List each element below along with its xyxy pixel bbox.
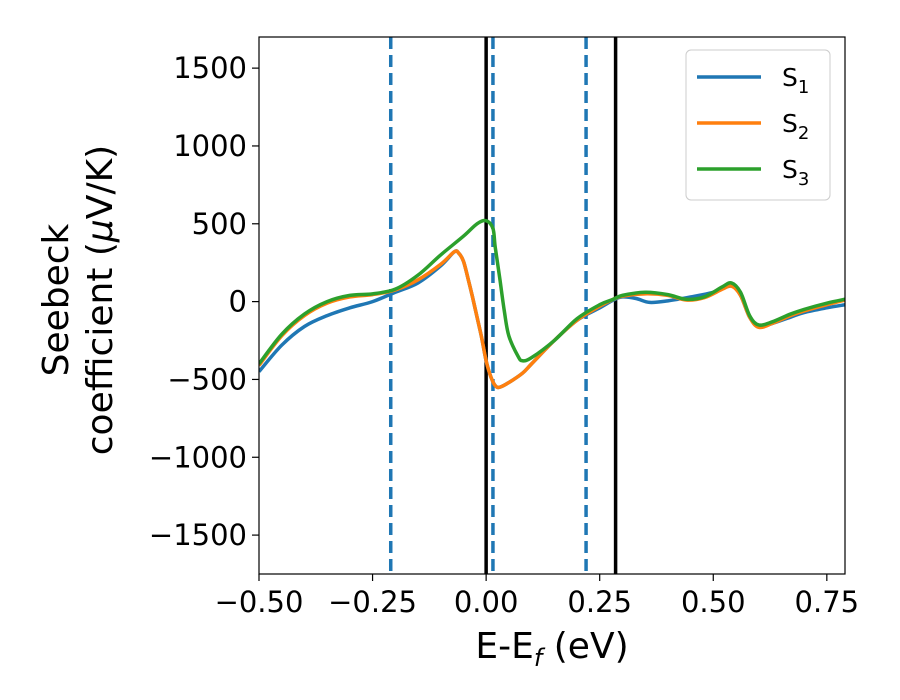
- y-axis-title-line1: Seebeck: [36, 223, 77, 376]
- legend-label-s1: S1: [782, 63, 809, 98]
- y-axis-title: Seebeck coefficient (μV/K): [36, 145, 121, 455]
- series-line-s3: [259, 218, 845, 365]
- axes-frame: [258, 36, 846, 575]
- x-axis-title: E-Ef (eV): [475, 626, 628, 672]
- x-axis-ticks: −0.50 −0.25 0.00 0.25 0.50 0.75: [215, 574, 860, 619]
- x-tick-label: 0.75: [795, 585, 860, 619]
- reference-lines: [388, 37, 618, 574]
- y-axis-title-line2: coefficient (μV/K): [80, 145, 121, 455]
- y-axis-ticks: 1500 1000 500 0 −500 −1000 −1500: [149, 51, 259, 552]
- x-tick-label: −0.25: [328, 585, 417, 619]
- x-tick-label: 0.50: [681, 585, 746, 619]
- y-tick-label: −1500: [149, 518, 247, 552]
- y-tick-label: −500: [167, 362, 247, 396]
- x-tick-label: 0.00: [454, 585, 519, 619]
- series-line-s2: [259, 249, 845, 390]
- y-tick-label: 500: [192, 207, 247, 241]
- legend-label-s2: S2: [782, 109, 809, 144]
- legend: S1 S2 S3: [685, 49, 831, 201]
- series-line-s1: [259, 249, 845, 390]
- legend-label-s3: S3: [782, 155, 809, 190]
- x-tick-label: −0.50: [215, 585, 304, 619]
- x-tick-label: 0.25: [567, 585, 632, 619]
- legend-frame: [685, 49, 831, 201]
- y-tick-label: 0: [229, 285, 247, 319]
- y-tick-label: 1500: [173, 51, 247, 85]
- series-lines: [259, 218, 845, 390]
- y-tick-label: 1000: [173, 129, 247, 163]
- plot-area: [258, 36, 846, 575]
- y-tick-label: −1000: [149, 440, 247, 474]
